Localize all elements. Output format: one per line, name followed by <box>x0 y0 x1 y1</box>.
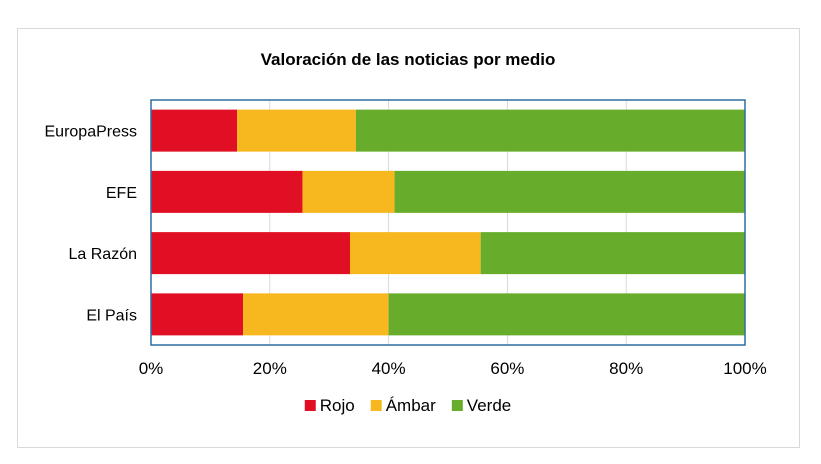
bars <box>151 109 745 336</box>
bar-segment <box>151 109 238 152</box>
bar-segment <box>349 232 481 275</box>
bar-segment <box>302 170 395 213</box>
category-label: EuropaPress <box>45 124 138 141</box>
x-tick-label: 60% <box>490 359 524 378</box>
x-tick-label: 20% <box>253 359 287 378</box>
bar-segment <box>388 293 745 336</box>
bar-segment <box>151 293 244 336</box>
bar-segment <box>243 293 389 336</box>
x-axis-tick-labels: 0% 20% 40% 60% 80% 100% <box>139 359 767 378</box>
bar-segment <box>151 170 303 213</box>
legend-label: Rojo <box>320 396 355 415</box>
category-label: EFE <box>106 185 137 202</box>
category-label: La Razón <box>69 246 138 263</box>
bar-segment <box>237 109 356 152</box>
legend-item: Ámbar <box>370 396 436 415</box>
chart-title: Valoración de las noticias por medio <box>261 50 556 69</box>
bar-segment <box>394 170 745 213</box>
legend-label: Ámbar <box>386 396 436 415</box>
plot-area-border <box>150 99 746 346</box>
legend-item: Verde <box>451 396 511 415</box>
legend-swatch <box>370 400 382 411</box>
legend: Rojo Ámbar Verde <box>304 396 511 415</box>
bar-segment <box>480 232 745 275</box>
category-labels: EuropaPress EFE La Razón El País <box>45 124 138 325</box>
legend-item: Rojo <box>304 396 355 415</box>
legend-swatch <box>304 400 316 411</box>
legend-label: Verde <box>467 396 511 415</box>
category-label: El País <box>86 307 137 324</box>
x-tick-label: 80% <box>609 359 643 378</box>
bar-segment <box>355 109 745 152</box>
bar-segment <box>151 232 350 275</box>
legend-swatch <box>451 400 463 411</box>
x-tick-label: 0% <box>139 359 164 378</box>
x-tick-label: 100% <box>723 359 766 378</box>
x-tick-label: 40% <box>372 359 406 378</box>
